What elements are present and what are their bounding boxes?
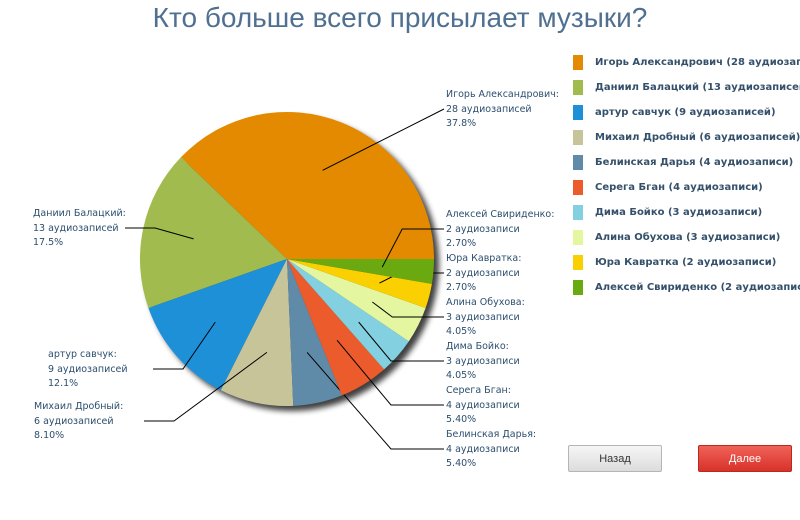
legend-label: Даниил Балацкий (13 аудиозаписей): [595, 82, 800, 93]
slice-label-count-label: 4 аудиозаписи: [446, 443, 520, 455]
legend-item: Игорь Александрович (28 аудиозаписей): [573, 50, 800, 75]
slice-label-name: Дима Бойко:: [446, 341, 509, 352]
slice-label: Юра Кавратка: 2 аудиозаписи 2.70%: [446, 252, 521, 296]
leader-line: [372, 301, 444, 318]
slice-label-percent: 2.70%: [446, 282, 477, 293]
legend-item: Алексей Свириденко (2 аудиозаписи): [573, 275, 800, 300]
slice-label-percent: 17.5%: [33, 237, 64, 248]
slice-label-count-label: 2 аудиозаписи: [446, 223, 520, 235]
legend-label: Алексей Свириденко (2 аудиозаписи): [595, 282, 800, 293]
slice-label-count-label: 6 аудиозаписей: [34, 415, 114, 427]
slice-label-percent: 12.1%: [48, 378, 79, 389]
pie-slice[interactable]: [287, 259, 409, 370]
legend-item: артур савчук (9 аудиозаписей): [573, 100, 800, 125]
leader-line: [336, 340, 444, 406]
slice-label-percent: 5.40%: [446, 414, 477, 425]
back-button[interactable]: Назад: [568, 445, 662, 472]
legend-item: Серега Бган (4 аудиозаписи): [573, 175, 800, 200]
slice-label-count-label: 4 аудиозаписи: [446, 399, 520, 411]
slice-label: Серега Бган: 4 аудиозаписи 5.40%: [446, 384, 520, 428]
pie-slice[interactable]: [148, 259, 287, 391]
next-button[interactable]: Далее: [698, 445, 792, 472]
leader-line: [125, 227, 194, 240]
legend-swatch: [573, 205, 583, 220]
legend: Игорь Александрович (28 аудиозаписей) Дан…: [573, 50, 800, 300]
pie-slice[interactable]: [287, 259, 426, 342]
legend-swatch: [573, 105, 583, 120]
pie-slice[interactable]: [287, 259, 385, 396]
legend-label: Серега Бган (4 аудиозаписи): [595, 182, 763, 193]
slice-label: Белинская Дарья: 4 аудиозаписи 5.40%: [446, 428, 536, 472]
leader-line: [322, 108, 445, 171]
legend-swatch: [573, 180, 583, 195]
slice-label-name: Белинская Дарья:: [446, 429, 537, 440]
legend-swatch: [573, 230, 583, 245]
legend-label: Михаил Дробный (6 аудиозаписей): [595, 132, 800, 143]
legend-swatch: [573, 280, 583, 295]
slice-label-count-label: 28 аудиозаписей: [446, 103, 532, 115]
legend-label: Юра Кавратка (2 аудиозаписи): [595, 257, 777, 268]
legend-label: Белинская Дарья (4 аудиозаписи): [595, 157, 794, 168]
legend-item: Михаил Дробный (6 аудиозаписей): [573, 125, 800, 150]
legend-swatch: [573, 255, 583, 270]
legend-item: Юра Кавратка (2 аудиозаписи): [573, 250, 800, 275]
legend-swatch: [573, 80, 583, 95]
slice-label: Дима Бойко: 3 аудиозаписи 4.05%: [446, 340, 520, 384]
pie-slice[interactable]: [287, 259, 432, 308]
slice-label-name: Даниил Балацкий:: [33, 208, 126, 219]
leader-line: [306, 352, 444, 450]
slice-label-name: Серега Бган:: [446, 385, 511, 396]
slice-label-name: Юра Кавратка:: [446, 253, 522, 264]
slice-label: артур савчук: 9 аудиозаписей 12.1%: [48, 348, 128, 392]
slice-label-name: Михаил Дробный:: [34, 401, 124, 412]
legend-item: Алина Обухова (3 аудиозаписи): [573, 225, 800, 250]
legend-item: Даниил Балацкий (13 аудиозаписей): [573, 75, 800, 100]
pie-slice[interactable]: [287, 259, 342, 406]
slice-label-name: Алина Обухова:: [446, 297, 525, 308]
slice-label-percent: 8.10%: [34, 430, 65, 441]
slice-label-percent: 2.70%: [446, 238, 477, 249]
legend-item: Белинская Дарья (4 аудиозаписи): [573, 150, 800, 175]
pie-slice[interactable]: [180, 112, 434, 260]
legend-label: Алина Обухова (3 аудиозаписи): [595, 232, 781, 243]
slice-label-name: Алексей Свириденко:: [446, 209, 555, 220]
slice-label: Михаил Дробный: 6 аудиозаписей 8.10%: [34, 400, 123, 444]
slice-label-percent: 37.8%: [446, 118, 477, 129]
slice-label-name: Игорь Александрович:: [446, 89, 559, 100]
slice-label: Игорь Александрович: 28 аудиозаписей 37.8%: [446, 88, 559, 132]
legend-swatch: [573, 130, 583, 145]
leader-line: [144, 352, 268, 422]
legend-label: артур савчук (9 аудиозаписей): [595, 107, 776, 118]
leader-line: [381, 228, 444, 268]
slice-label: Алина Обухова: 3 аудиозаписи 4.05%: [446, 296, 525, 340]
slice-label-name: артур савчук:: [48, 349, 117, 360]
slice-label-count-label: 9 аудиозаписей: [48, 363, 128, 375]
slice-label: Алексей Свириденко: 2 аудиозаписи 2.70%: [446, 208, 554, 252]
pie-slice[interactable]: [220, 259, 294, 406]
pie-slice[interactable]: [139, 157, 287, 308]
pie-slice[interactable]: [287, 259, 434, 284]
slice-label-percent: 5.40%: [446, 458, 477, 469]
leader-line: [153, 321, 216, 370]
legend-item: Дима Бойко (3 аудиозаписи): [573, 200, 800, 225]
slice-label-count-label: 3 аудиозаписи: [446, 355, 520, 367]
slice-label-count-label: 3 аудиозаписи: [446, 311, 520, 323]
slice-label-count-label: 13 аудиозаписей: [33, 222, 119, 234]
slice-label-percent: 4.05%: [446, 326, 477, 337]
leader-line: [358, 321, 444, 362]
slice-label-percent: 4.05%: [446, 370, 477, 381]
slice-label: Даниил Балацкий: 13 аудиозаписей 17.5%: [33, 207, 126, 251]
legend-swatch: [573, 55, 583, 70]
legend-label: Игорь Александрович (28 аудиозаписей): [595, 57, 800, 68]
slice-label-count-label: 2 аудиозаписи: [446, 267, 520, 279]
chart-title: Кто больше всего присылает музыки?: [152, 2, 648, 33]
legend-swatch: [573, 155, 583, 170]
legend-label: Дима Бойко (3 аудиозаписи): [595, 207, 763, 218]
